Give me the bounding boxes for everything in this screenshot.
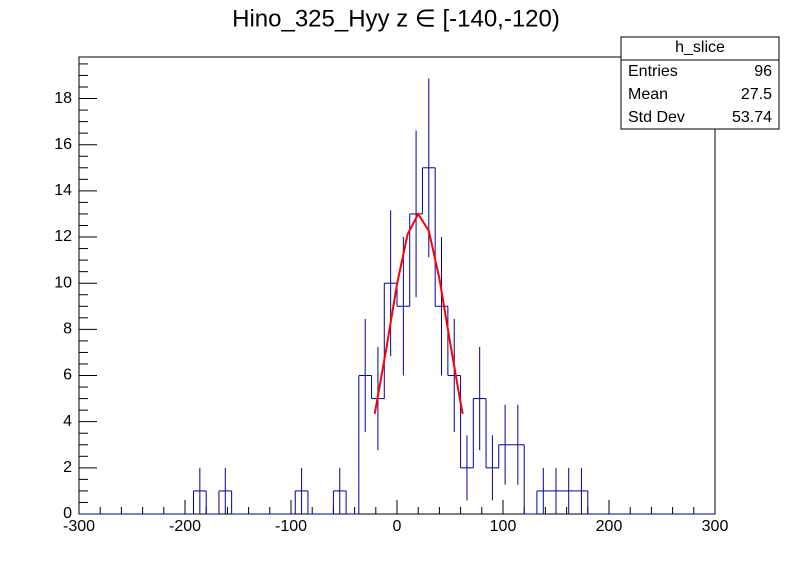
stats-label: Entries xyxy=(628,63,678,80)
fit-curve xyxy=(373,211,464,415)
y-tick-label: 16 xyxy=(54,136,72,153)
stats-value: 96 xyxy=(754,63,772,80)
stats-box: h_slice xyxy=(620,36,780,130)
x-tick-label: -200 xyxy=(169,518,201,535)
y-tick-label: 6 xyxy=(63,367,72,384)
stats-value: 27.5 xyxy=(741,86,772,103)
x-tick-label: 200 xyxy=(596,518,623,535)
y-tick-label: 18 xyxy=(54,90,72,107)
x-tick-label: -100 xyxy=(275,518,307,535)
y-tick-label: 10 xyxy=(54,274,72,291)
y-tick-label: 2 xyxy=(63,459,72,476)
x-tick-label: 300 xyxy=(702,518,729,535)
x-tick-label: 100 xyxy=(490,518,517,535)
stats-title: h_slice xyxy=(675,39,725,56)
y-tick-label: 14 xyxy=(54,182,72,199)
y-tick-label: 8 xyxy=(63,321,72,338)
x-tick-label: -300 xyxy=(63,518,95,535)
x-tick-label: 0 xyxy=(393,518,402,535)
stats-border xyxy=(620,36,780,130)
stats-label: Mean xyxy=(628,86,668,103)
y-tick-label: 4 xyxy=(63,413,72,430)
stats-value: 53.74 xyxy=(732,109,772,126)
chart-title: Hino_325_Hyy z ∈ [-140,-120) xyxy=(232,5,560,32)
stats-label: Std Dev xyxy=(628,109,685,126)
y-tick-label: 12 xyxy=(54,228,72,245)
y-tick-label: 0 xyxy=(63,505,72,522)
